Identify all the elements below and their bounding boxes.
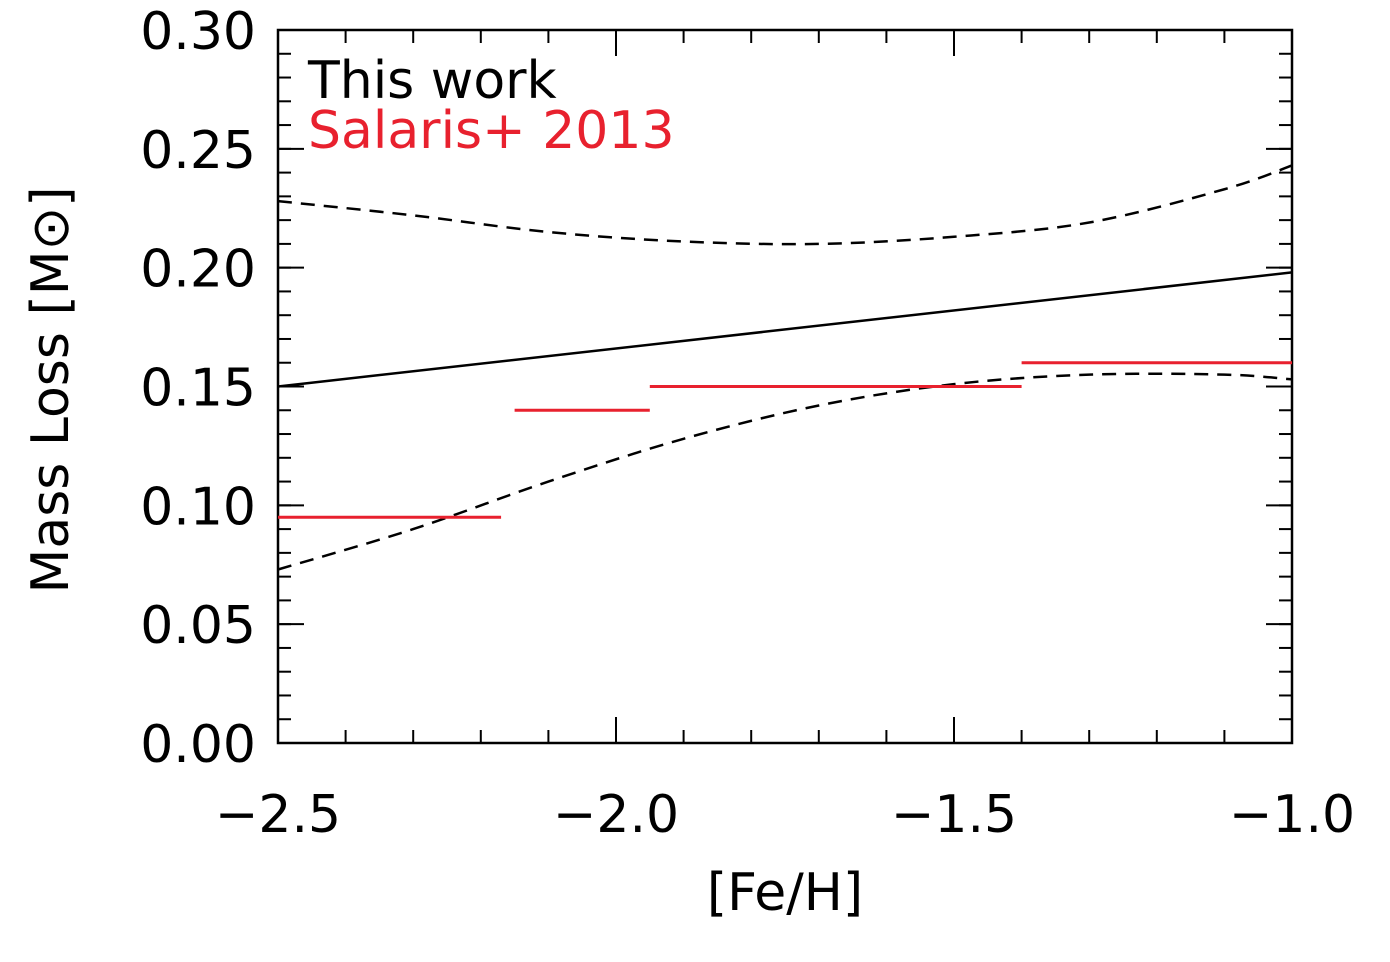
legend-this-work: This work — [307, 51, 557, 111]
series-layer — [277, 164, 1293, 571]
legend-salaris-2013: Salaris+ 2013 — [308, 101, 675, 161]
series-upper-bound-line — [277, 164, 1293, 246]
axis-ticks-layer: −2.5 −2.0 −1.5 −1.0 0.00 0.05 0.10 0.15 0.20 0.25… — [140, 2, 1355, 845]
y-tick-label: 0.20 — [140, 240, 256, 300]
x-tick-label: −2.0 — [553, 785, 679, 845]
y-tick-label: 0.25 — [140, 121, 256, 181]
y-tick-label: 0.10 — [140, 477, 256, 537]
y-tick-label: 0.30 — [140, 2, 256, 62]
x-tick-label: −1.0 — [1229, 785, 1355, 845]
series-fit-line — [277, 271, 1293, 388]
y-axis-label: Mass Loss [M⊙] — [21, 186, 81, 593]
salaris-segments-layer — [278, 361, 1292, 519]
y-tick-label: 0.05 — [140, 596, 256, 656]
x-tick-label: −1.5 — [891, 785, 1017, 845]
series-lower-bound-line — [277, 372, 1293, 571]
y-tick-label: 0.00 — [140, 715, 256, 775]
x-axis-label: [Fe/H] — [707, 863, 863, 923]
y-tick-label: 0.15 — [140, 359, 256, 419]
x-tick-label: −2.5 — [215, 785, 341, 845]
